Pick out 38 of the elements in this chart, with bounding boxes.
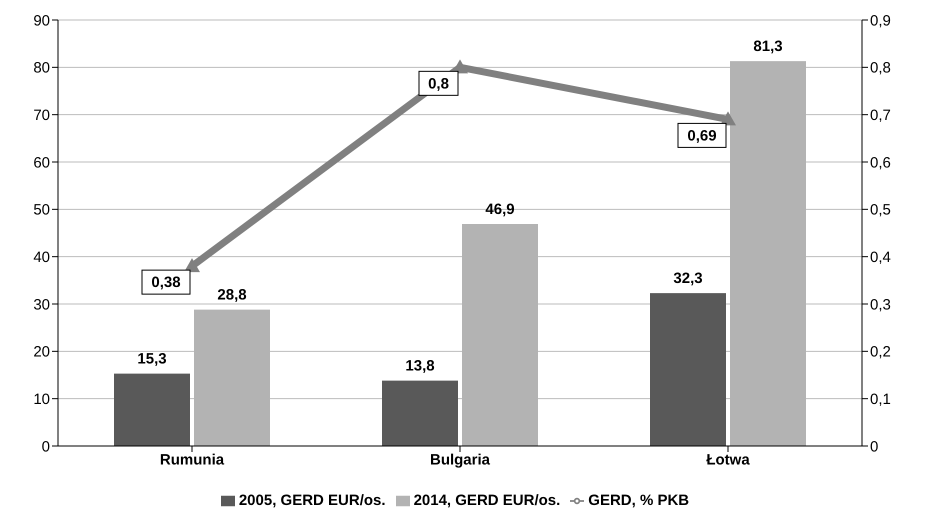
y2-tick-label: 0,3 [870,296,891,314]
y2-tick-label: 0,5 [870,202,891,219]
legend-label: 2005, GERD EUR/os. [238,492,386,509]
y-tick-label: 10 [33,390,50,408]
y2-tick-label: 0,7 [870,106,891,124]
x-tick-label: Rumunia [160,452,225,469]
x-tick-label: Bulgaria [430,452,491,469]
y-tick-label: 80 [33,60,50,77]
y2-tick-label: 0 [870,438,878,456]
y-tick-label: 70 [33,106,50,124]
y2-tick-label: 0,6 [870,154,891,172]
y-tick-label: 90 [33,12,50,30]
bar [114,374,190,446]
y-tick-label: 60 [33,154,50,172]
data-label: 46,9 [485,201,515,218]
data-label: 81,3 [753,38,783,56]
y-tick-label: 20 [33,344,50,361]
data-label: 28,8 [217,286,247,304]
data-label: 15,3 [137,350,167,368]
y2-tick-label: 0,9 [870,12,891,30]
y2-tick-label: 0,1 [870,390,891,408]
data-label: 0,69 [687,127,717,144]
y-tick-label: 50 [33,202,50,219]
data-label: 0,38 [151,274,181,292]
y2-tick-label: 0,2 [870,344,891,361]
legend-label: 2014, GERD EUR/os. [414,492,560,509]
y-tick-label: 40 [33,248,50,266]
y-tick-label: 30 [33,296,50,314]
data-label: 32,3 [673,270,703,288]
x-tick-label: Łotwa [706,452,750,469]
data-label: 13,8 [405,358,435,375]
data-label: 0,8 [428,75,449,92]
bar [382,380,458,446]
y-tick-label: 0 [42,438,50,456]
y2-tick-label: 0,4 [870,248,891,266]
legend-label: GERD, % PKB [588,492,690,509]
bar [650,293,726,446]
y2-tick-label: 0,8 [870,60,891,77]
